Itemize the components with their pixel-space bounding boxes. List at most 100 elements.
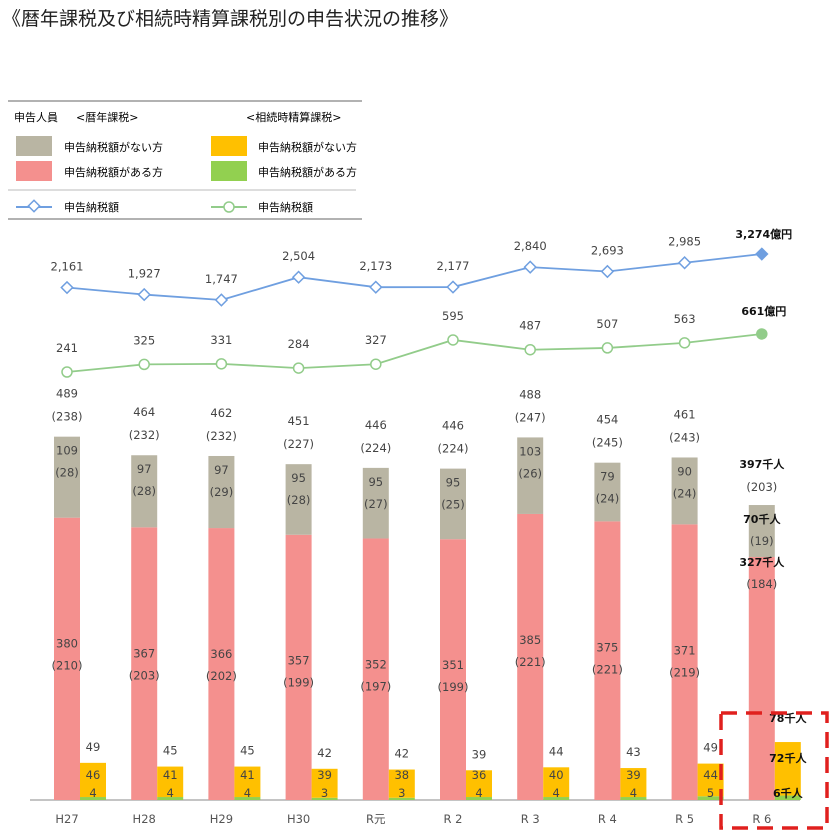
r-with-paren-label: (199) (283, 676, 314, 690)
s-none-label: 72千人 (769, 751, 807, 765)
x-tick-label: H27 (55, 812, 78, 826)
diamond-marker-icon (27, 199, 41, 213)
r-with-label: 357 (288, 654, 310, 668)
total-paren-label: (227) (283, 437, 314, 451)
r-none-paren-label: (27) (364, 497, 388, 511)
total-paren-label: (243) (669, 430, 700, 444)
line-point (756, 328, 768, 340)
r-with-label: 327千人 (739, 555, 785, 569)
s-total-label: 45 (163, 744, 178, 758)
legend-label: 申告納税額 (258, 200, 313, 214)
legend-swatch-r-none (16, 136, 52, 156)
legend-swatch-s-with (211, 161, 247, 181)
s-none-label: 41 (163, 768, 178, 782)
r-none-label: 70千人 (743, 512, 781, 526)
x-tick-label: R 4 (598, 812, 617, 826)
bar-r-with (131, 527, 158, 800)
r-none-label: 109 (56, 444, 78, 458)
r-with-label: 366 (210, 647, 232, 661)
r-none-paren-label: (26) (518, 466, 542, 480)
bar-r-with (594, 521, 621, 800)
s-none-label: 40 (549, 768, 564, 782)
highlight-box (719, 711, 829, 830)
total-paren-label: (232) (129, 428, 160, 442)
r-with-paren-label: (221) (515, 655, 546, 669)
bar-r-with (208, 528, 235, 800)
s-with-label: 6千人 (773, 786, 804, 800)
bar-r-none (594, 462, 621, 522)
bar-r-with (54, 517, 80, 800)
bar-s-none (466, 770, 492, 798)
line-value-label: 241 (56, 341, 78, 355)
total-label: 451 (288, 414, 310, 428)
s-none-label: 36 (472, 768, 487, 782)
s-none-label: 38 (394, 768, 409, 782)
legend: 申告人員 <暦年課税> <相続時精算課税> 申告納税額がない方 申告納税額がある… (8, 100, 362, 220)
legend-sozoku: <相続時精算課税> (246, 110, 341, 124)
bar-r-none (748, 505, 775, 558)
bar-r-with (748, 557, 775, 800)
bar-r-none (517, 437, 544, 514)
line-point (600, 264, 615, 279)
x-tick-label: R 5 (675, 812, 694, 826)
x-tick-label: R 2 (444, 812, 463, 826)
line-point (601, 342, 614, 354)
bar-s-with (697, 796, 724, 800)
x-tick-label: H30 (287, 812, 310, 826)
bar-r-none (54, 436, 80, 518)
s-with-label: 4 (244, 786, 251, 800)
r-with-label: 385 (519, 633, 541, 647)
bar-r-none (208, 455, 235, 529)
line-point (215, 358, 228, 370)
r-with-paren-label: (202) (206, 669, 237, 683)
legend-people: 申告人員 (14, 111, 58, 124)
line-value-label: 487 (519, 319, 541, 333)
total-label: 488 (519, 387, 541, 401)
bar-s-with (311, 797, 338, 800)
total-paren-label: (232) (206, 429, 237, 443)
x-tick-label: R元 (366, 812, 386, 826)
legend-label: 申告納税額がある方 (64, 165, 163, 179)
legend-label: 申告納税額がない方 (258, 140, 357, 154)
r-with-label: 351 (442, 658, 464, 672)
line-point (292, 362, 305, 374)
bar-r-none (131, 455, 158, 528)
bar-r-none (285, 464, 312, 535)
r-with-paren-label: (219) (669, 665, 700, 679)
total-paren-label: (224) (438, 442, 469, 456)
bar-r-with (440, 539, 466, 800)
legend-label: 申告納税額 (64, 200, 119, 214)
bar-s-with (543, 797, 570, 800)
line-value-label: 1,927 (128, 267, 161, 281)
bar-s-with (620, 797, 647, 800)
s-with-label: 4 (630, 786, 637, 800)
line-value-label: 284 (288, 337, 310, 351)
s-with-label: 4 (89, 786, 96, 800)
line-point (137, 287, 151, 302)
bar-r-with (517, 513, 544, 800)
bar-r-with (362, 538, 389, 800)
r-none-paren-label: (29) (210, 485, 234, 499)
r-none-paren-label: (28) (287, 493, 311, 507)
bar-r-with (671, 524, 698, 800)
bar-s-with (774, 795, 801, 800)
bar-s-with (234, 797, 261, 800)
bar-r-none (362, 467, 389, 539)
line-point (446, 280, 460, 294)
total-label: 446 (365, 418, 387, 432)
x-tick-label: R 3 (521, 812, 540, 826)
bar-s-with (157, 797, 184, 800)
r-with-label: 375 (596, 640, 618, 654)
line-value-label: 1,747 (205, 272, 238, 286)
line-value-label: 563 (674, 312, 696, 326)
r-with-paren-label: (221) (592, 662, 623, 676)
line-point (523, 260, 537, 274)
r-none-paren-label: (28) (132, 484, 156, 498)
s-with-label: 4 (553, 786, 560, 800)
line-value-label: 507 (596, 317, 618, 331)
r-with-paren-label: (184) (746, 577, 777, 591)
s-none-label: 46 (86, 768, 101, 782)
legend-rekinen: <暦年課税> (76, 110, 138, 124)
chart-title: 《暦年課税及び相続時精算課税別の申告状況の推移》 (2, 8, 459, 30)
